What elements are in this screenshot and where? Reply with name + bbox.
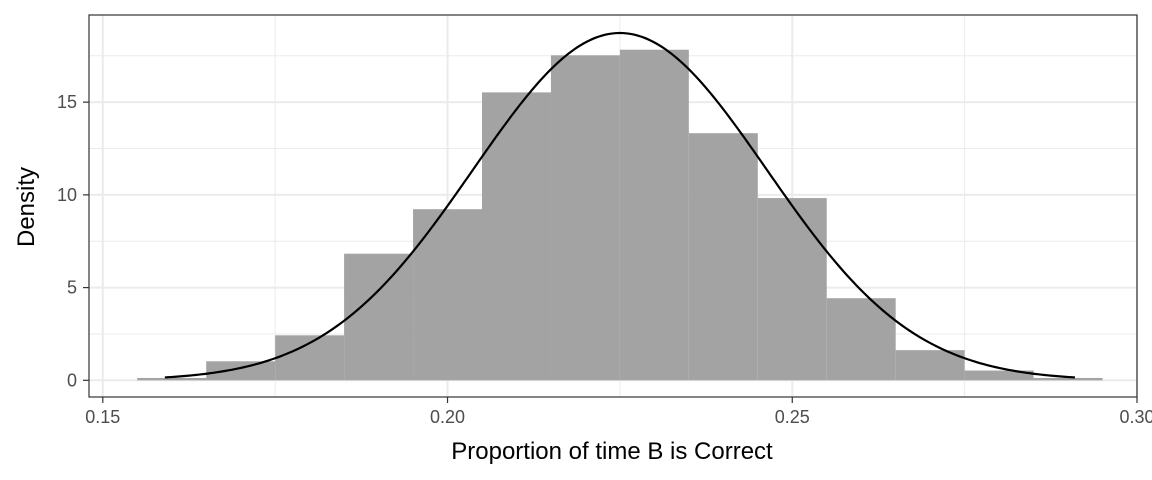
- x-axis-title: Proportion of time B is Correct: [451, 438, 773, 465]
- y-tick-label: 5: [67, 278, 77, 298]
- histogram-bar: [619, 49, 689, 381]
- histogram-bar: [206, 361, 276, 381]
- normal-density-curve: [164, 31, 1076, 379]
- plot-panel-border: [88, 14, 1138, 398]
- histogram-bar: [895, 350, 965, 381]
- histogram-bar: [964, 370, 1034, 381]
- y-axis-title: Density: [13, 167, 40, 247]
- histogram-bar: [757, 198, 827, 381]
- x-tick-label: 0.15: [85, 407, 120, 427]
- histogram-bar: [1033, 377, 1103, 381]
- x-tick-label: 0.20: [430, 407, 465, 427]
- histogram-bars: [137, 49, 1103, 381]
- histogram-bar: [826, 298, 896, 381]
- histogram-bar: [413, 209, 482, 381]
- histogram-bar: [344, 253, 414, 381]
- y-tick-label: 15: [57, 92, 77, 112]
- histogram-bar: [482, 92, 551, 381]
- x-tick-label: 0.25: [775, 407, 810, 427]
- histogram-bar: [688, 133, 758, 381]
- y-tick-label: 10: [57, 185, 77, 205]
- histogram-bar: [137, 377, 207, 381]
- x-axis-ticks: 0.15 0.20 0.25 0.30: [85, 397, 1152, 427]
- y-axis-ticks: 0 5 10 15: [57, 92, 89, 390]
- histogram-bar: [550, 55, 620, 381]
- x-tick-label: 0.30: [1119, 407, 1152, 427]
- y-tick-label: 0: [67, 370, 77, 390]
